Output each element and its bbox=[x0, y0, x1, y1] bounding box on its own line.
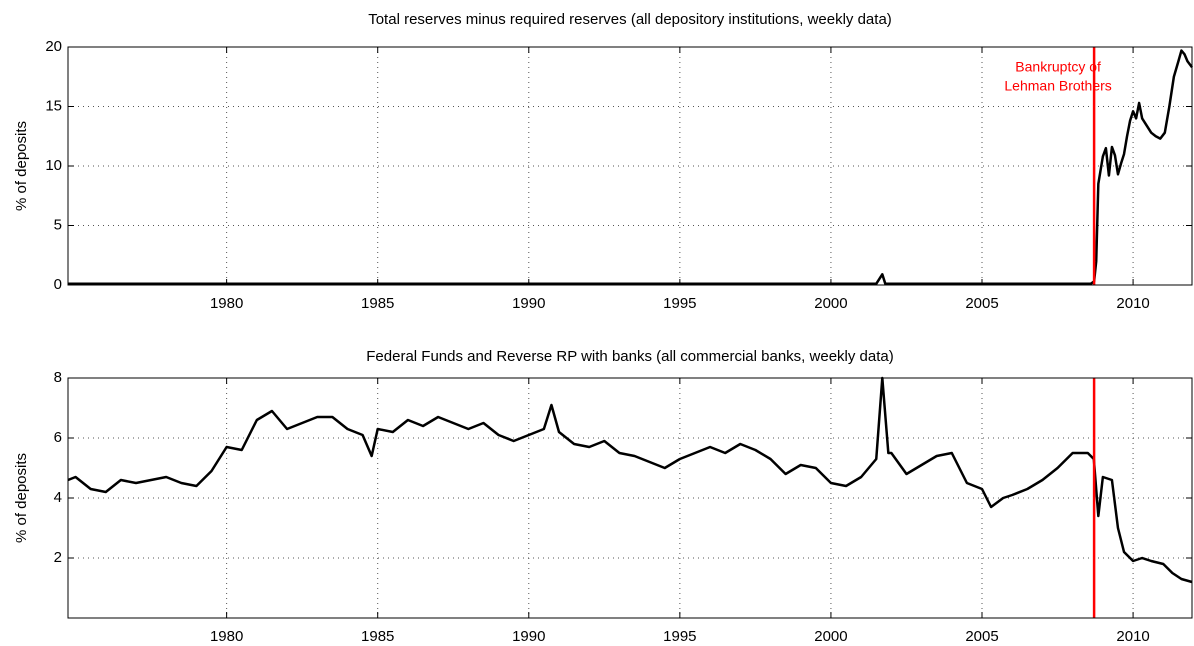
x-tick-label: 1990 bbox=[512, 295, 545, 312]
x-tick-label: 1995 bbox=[663, 628, 696, 645]
x-tick-label: 1980 bbox=[210, 295, 243, 312]
x-tick-label: 2010 bbox=[1116, 628, 1149, 645]
x-tick-label: 2005 bbox=[965, 295, 998, 312]
y-tick-label: 4 bbox=[54, 489, 62, 506]
data-line bbox=[68, 49, 1193, 286]
x-tick-label: 1995 bbox=[663, 295, 696, 312]
y-tick-label: 8 bbox=[54, 369, 62, 386]
y-axis-label: % of deposits bbox=[13, 121, 30, 211]
event-label: Lehman Brothers bbox=[1004, 78, 1111, 94]
x-tick-label: 2005 bbox=[965, 628, 998, 645]
plot-frame bbox=[67, 377, 1193, 619]
x-tick-label: 1980 bbox=[210, 628, 243, 645]
y-tick-label: 6 bbox=[54, 429, 62, 446]
y-tick-label: 10 bbox=[45, 157, 62, 174]
y-tick-label: 5 bbox=[54, 216, 62, 233]
x-tick-label: 1985 bbox=[361, 295, 394, 312]
x-tick-label: 1985 bbox=[361, 628, 394, 645]
plot-frame bbox=[67, 46, 1193, 286]
y-tick-label: 2 bbox=[54, 549, 62, 566]
x-tick-label: 2000 bbox=[814, 295, 847, 312]
y-tick-label: 0 bbox=[54, 276, 62, 293]
y-tick-label: 15 bbox=[45, 97, 62, 114]
x-tick-label: 2010 bbox=[1116, 295, 1149, 312]
chart-title: Total reserves minus required reserves (… bbox=[368, 11, 892, 28]
chart-title: Federal Funds and Reverse RP with banks … bbox=[366, 348, 893, 365]
x-tick-label: 2000 bbox=[814, 628, 847, 645]
y-tick-label: 20 bbox=[45, 38, 62, 55]
event-label: Bankruptcy of bbox=[1015, 59, 1101, 75]
data-line bbox=[67, 376, 1193, 584]
x-tick-label: 1990 bbox=[512, 628, 545, 645]
y-axis-label: % of deposits bbox=[13, 453, 30, 543]
